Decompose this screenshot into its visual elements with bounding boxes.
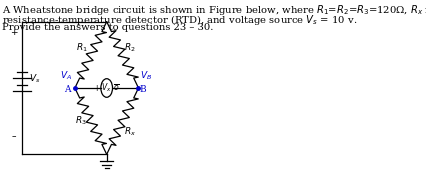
Text: $R_3$: $R_3$ [75, 115, 86, 127]
Text: $R_1$: $R_1$ [76, 42, 88, 54]
Text: +: + [94, 83, 100, 93]
Text: +: + [10, 28, 18, 37]
Text: A Wheatstone bridge circuit is shown in Figure below, where $R_1$=$R_2$=$R_3$=12: A Wheatstone bridge circuit is shown in … [2, 3, 426, 17]
Text: A: A [64, 85, 71, 94]
Text: $R_x$: $R_x$ [124, 125, 136, 138]
Text: $V_s$: $V_s$ [29, 72, 40, 85]
Text: $R_2$: $R_2$ [124, 42, 135, 54]
Text: $\overline{o}$: $\overline{o}$ [113, 83, 120, 93]
Text: resistance-temperature detector (RTD), and voltage source $V_s$ = 10 v.: resistance-temperature detector (RTD), a… [2, 13, 357, 27]
Text: B: B [140, 85, 147, 94]
Text: $V_A$: $V_A$ [60, 70, 72, 82]
Text: –: – [12, 132, 16, 141]
Text: Provide the answers to questions 23 – 30.: Provide the answers to questions 23 – 30… [2, 23, 213, 32]
Text: $V_B$: $V_B$ [140, 70, 152, 82]
Text: $V_x$: $V_x$ [101, 82, 112, 94]
